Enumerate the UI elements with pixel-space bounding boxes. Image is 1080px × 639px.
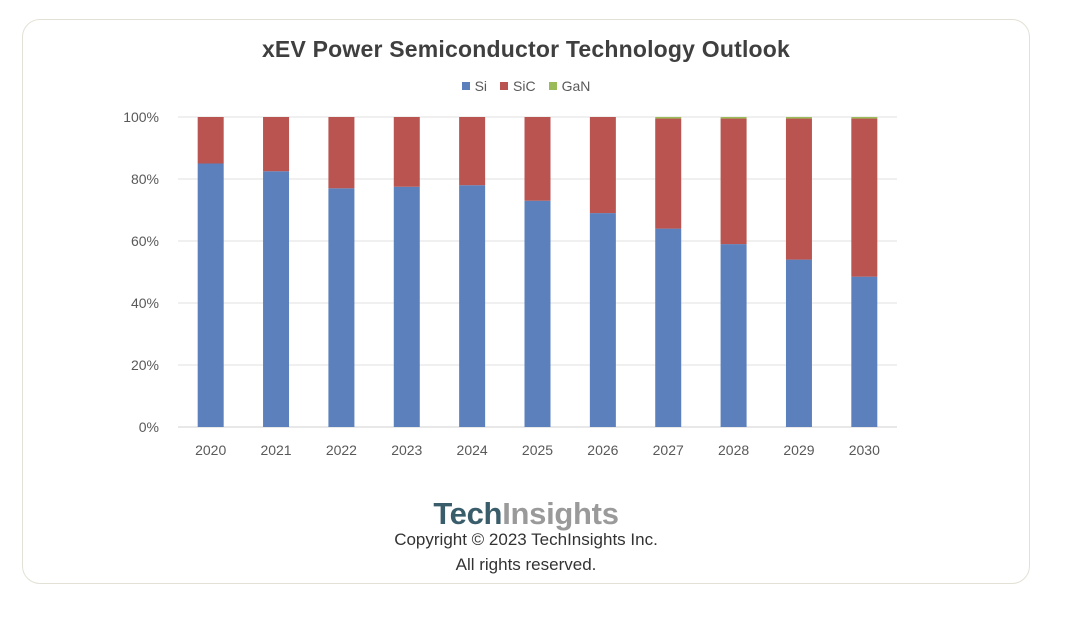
bar-sic-2022 — [328, 117, 355, 189]
x-tick-label: 2030 — [849, 442, 880, 458]
bar-sic-2030 — [851, 118, 878, 277]
legend-label-sic: SiC — [513, 78, 536, 94]
bar-si-2026 — [589, 213, 616, 427]
bar-sic-2027 — [655, 118, 682, 229]
bar-gan-2027 — [655, 117, 682, 119]
copyright-line: Copyright © 2023 TechInsights Inc. — [394, 530, 658, 549]
x-tick-label: 2027 — [653, 442, 684, 458]
bar-sic-2028 — [720, 118, 747, 245]
x-tick-label: 2029 — [783, 442, 814, 458]
legend-item-gan: GaN — [548, 78, 591, 94]
x-tick-label: 2024 — [457, 442, 488, 458]
x-tick-label: 2021 — [260, 442, 291, 458]
bar-sic-2021 — [263, 117, 290, 172]
x-tick-label: 2028 — [718, 442, 749, 458]
bar-si-2028 — [720, 244, 747, 427]
chart-title: xEV Power Semiconductor Technology Outlo… — [261, 36, 791, 62]
bar-sic-2023 — [393, 117, 420, 187]
bar-sic-2024 — [459, 117, 486, 186]
legend-swatch-sic — [500, 82, 509, 90]
bar-sic-2025 — [524, 117, 551, 201]
bar-si-2023 — [393, 186, 420, 427]
bar-gan-2030 — [851, 117, 878, 119]
legend-label-gan: GaN — [561, 78, 591, 94]
legend-swatch-gan — [548, 82, 557, 90]
bar-si-2025 — [524, 200, 551, 427]
logo-text-tech: Tech — [433, 496, 503, 531]
chart-legend: Si SiC GaN — [22, 78, 1030, 94]
bar-sic-2029 — [785, 118, 812, 260]
x-axis: 2020 2021 2022 2023 2024 2025 2026 2027 2028 2029… — [195, 442, 880, 458]
y-tick-label: 60% — [131, 233, 159, 249]
bar-si-2029 — [785, 259, 812, 427]
y-axis: 0% 20% 40% 60% 80% 100% — [123, 109, 159, 435]
legend-item-si: Si — [461, 78, 488, 94]
y-tick-label: 20% — [131, 357, 159, 373]
bar-si-2021 — [263, 171, 290, 427]
y-tick-label: 80% — [131, 171, 159, 187]
bars — [197, 117, 878, 427]
x-tick-label: 2026 — [587, 442, 618, 458]
bar-si-2022 — [328, 188, 355, 427]
y-tick-label: 100% — [123, 109, 159, 125]
x-tick-label: 2025 — [522, 442, 553, 458]
bar-gan-2029 — [785, 117, 812, 119]
legend-label-si: Si — [474, 78, 488, 94]
rights-reserved-line: All rights reserved. — [455, 555, 597, 574]
y-tick-label: 0% — [139, 419, 159, 435]
x-tick-label: 2020 — [195, 442, 226, 458]
bar-si-2027 — [655, 228, 682, 427]
legend-item-sic: SiC — [500, 78, 536, 94]
bar-si-2030 — [851, 276, 878, 427]
legend-swatch-si — [461, 82, 470, 90]
x-tick-label: 2022 — [326, 442, 357, 458]
bar-sic-2020 — [197, 117, 224, 164]
bar-si-2020 — [197, 163, 224, 427]
logo-text-insights: Insights — [502, 496, 619, 531]
y-tick-label: 40% — [131, 295, 159, 311]
bar-gan-2028 — [720, 117, 747, 119]
bar-si-2024 — [459, 185, 486, 427]
bar-sic-2026 — [589, 117, 616, 214]
techinsights-logo: TechInsights — [22, 496, 1030, 532]
x-tick-label: 2023 — [391, 442, 422, 458]
